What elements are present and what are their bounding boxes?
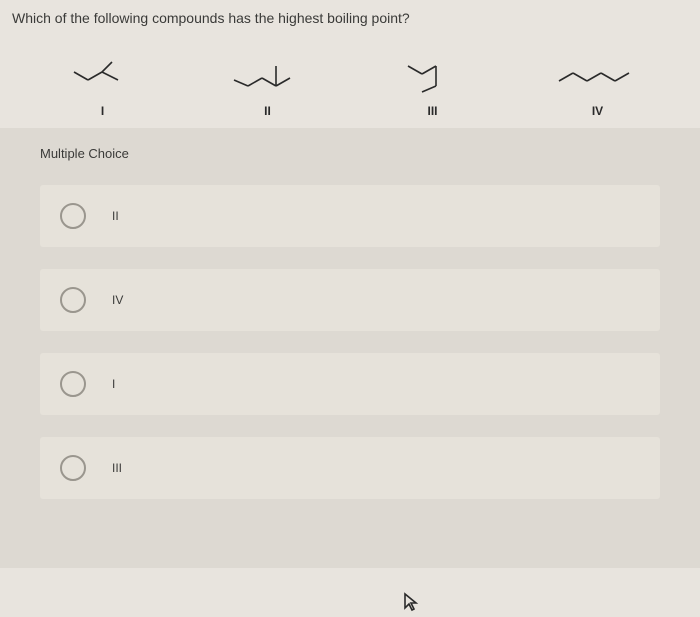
compound-labels-row: I II III IV [0,100,700,128]
option-label: IV [112,293,123,307]
mc-title: Multiple Choice [40,146,660,161]
compound-label-3: III [350,104,515,118]
structure-3 [398,56,468,96]
structure-1 [68,56,138,96]
radio-button[interactable] [60,455,86,481]
radio-button[interactable] [60,203,86,229]
cursor-icon [403,592,419,617]
compound-3 [350,56,515,96]
compound-1 [20,56,185,96]
compounds-row [0,36,700,100]
option-label: I [112,377,115,391]
multiple-choice-section: Multiple Choice II IV I III [0,128,700,568]
option-row[interactable]: I [40,353,660,415]
option-label: III [112,461,122,475]
compound-label-1: I [20,104,185,118]
compound-2 [185,56,350,96]
radio-button[interactable] [60,287,86,313]
radio-button[interactable] [60,371,86,397]
option-label: II [112,209,119,223]
compound-label-2: II [185,104,350,118]
option-row[interactable]: II [40,185,660,247]
option-row[interactable]: IV [40,269,660,331]
question-text: Which of the following compounds has the… [0,0,700,36]
option-row[interactable]: III [40,437,660,499]
compound-4 [515,56,680,96]
structure-4 [553,56,643,96]
structure-2 [228,56,308,96]
compound-label-4: IV [515,104,680,118]
